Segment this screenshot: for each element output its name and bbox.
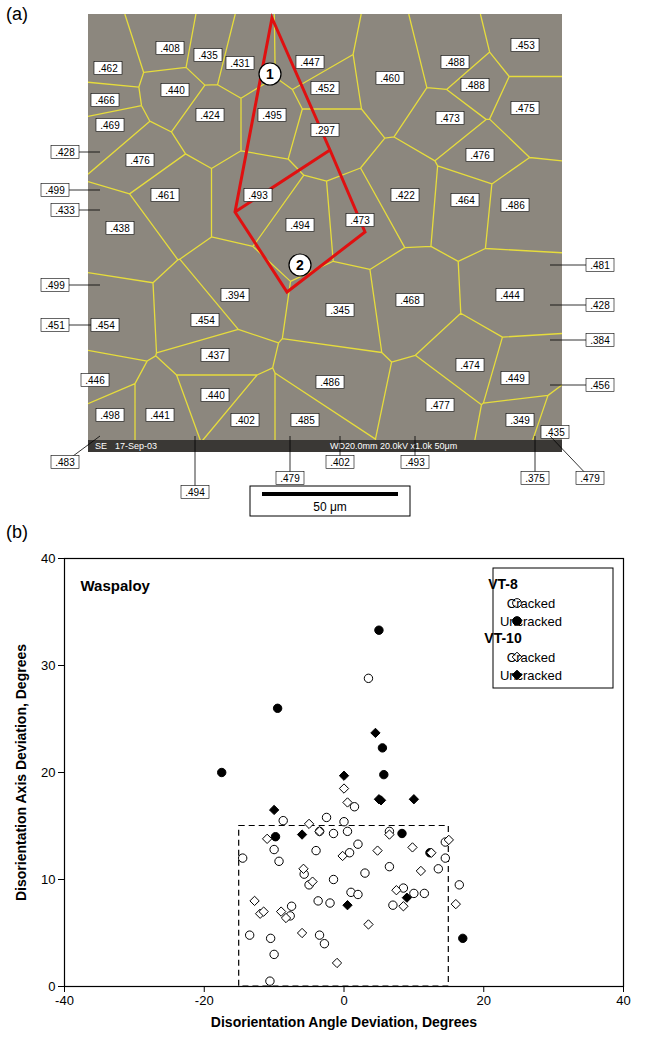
svg-text:.297: .297 [315,125,335,136]
svg-text:.476: .476 [130,155,150,166]
svg-text:Uncracked: Uncracked [500,614,562,629]
svg-text:10: 10 [41,872,55,887]
svg-text:.431: .431 [230,58,250,69]
svg-text:.444: .444 [500,290,520,301]
svg-text:.483: .483 [55,457,75,468]
svg-text:.464: .464 [455,195,475,206]
svg-text:.486: .486 [320,377,340,388]
svg-text:0: 0 [340,993,347,1008]
svg-text:Disorientation Angle Deviation: Disorientation Angle Deviation, Degrees [211,1014,478,1030]
svg-text:.460: .460 [380,73,400,84]
svg-text:.422: .422 [395,190,415,201]
svg-text:40: 40 [41,551,55,566]
svg-text:.451: .451 [45,320,65,331]
svg-text:.428: .428 [55,147,75,158]
svg-text:.375: .375 [525,473,545,484]
svg-text:.461: .461 [155,190,175,201]
svg-text:Waspaloy: Waspaloy [81,577,151,594]
svg-text:17-Sep-03: 17-Sep-03 [115,441,157,451]
svg-text:.435: .435 [545,427,565,438]
svg-text:.435: .435 [198,50,218,61]
svg-text:.345: .345 [330,305,350,316]
svg-text:.499: .499 [45,185,65,196]
svg-text:2: 2 [296,257,304,273]
svg-text:.477: .477 [430,400,450,411]
svg-text:.466: .466 [95,95,115,106]
svg-text:-20: -20 [195,993,214,1008]
svg-text:.473: .473 [440,113,460,124]
svg-text:.428: .428 [590,300,610,311]
svg-text:0: 0 [48,979,55,994]
html-text:(b): (b) [6,522,28,542]
svg-text:.394: .394 [225,290,245,301]
svg-text:.494: .494 [290,220,310,231]
svg-text:.384: .384 [590,335,610,346]
svg-text:.449: .449 [505,373,525,384]
svg-text:40: 40 [616,993,630,1008]
svg-text:30: 30 [41,658,55,673]
svg-text:.495: .495 [262,110,282,121]
svg-text:1: 1 [266,66,274,82]
svg-text:.493: .493 [248,190,268,201]
svg-text:.424: .424 [200,110,220,121]
svg-text:SE: SE [95,441,107,451]
svg-text:.349: .349 [510,415,530,426]
svg-text:.452: .452 [315,83,335,94]
svg-text:.440: .440 [205,390,225,401]
svg-text:Cracked: Cracked [507,596,555,611]
svg-text:(a): (a) [6,4,28,24]
svg-text:WD20.0mm 20.0kV x1.0k 50μm: WD20.0mm 20.0kV x1.0k 50μm [330,441,457,451]
svg-text:.493: .493 [405,457,425,468]
svg-text:.481: .481 [590,260,610,271]
svg-text:.474: .474 [460,360,480,371]
svg-text:VT-10: VT-10 [484,630,522,646]
svg-text:.408: .408 [160,43,180,54]
svg-text:.473: .473 [350,215,370,226]
svg-text:.454: .454 [195,315,215,326]
svg-text:.441: .441 [150,410,170,421]
svg-text:.494: .494 [185,487,205,498]
svg-text:Cracked: Cracked [507,650,555,665]
svg-text:20: 20 [477,993,491,1008]
svg-text:20: 20 [41,765,55,780]
svg-text:.454: .454 [95,320,115,331]
svg-text:Uncracked: Uncracked [500,668,562,683]
svg-text:.488: .488 [445,57,465,68]
svg-text:-40: -40 [55,993,74,1008]
svg-text:Disorientation Axis Deviation,: Disorientation Axis Deviation, Degrees [13,644,29,901]
svg-text:.468: .468 [400,295,420,306]
svg-text:.446: .446 [85,375,105,386]
svg-text:.486: .486 [505,200,525,211]
svg-text:VT-8: VT-8 [488,576,518,592]
svg-text:.476: .476 [470,150,490,161]
svg-text:.437: .437 [205,350,225,361]
svg-text:.402: .402 [235,415,255,426]
svg-text:.462: .462 [98,63,118,74]
svg-text:.499: .499 [45,280,65,291]
svg-text:.475: .475 [515,103,535,114]
svg-text:.485: .485 [295,415,315,426]
svg-text:.456: .456 [590,380,610,391]
svg-text:.469: .469 [100,120,120,131]
svg-text:.433: .433 [55,205,75,216]
svg-text:.479: .479 [580,473,600,484]
svg-text:.479: .479 [280,473,300,484]
svg-text:.438: .438 [110,223,130,234]
svg-text:.447: .447 [300,57,320,68]
svg-text:.498: .498 [100,410,120,421]
svg-text:.440: .440 [165,85,185,96]
svg-text:.453: .453 [515,40,535,51]
svg-text:.488: .488 [465,80,485,91]
svg-text:.402: .402 [330,457,350,468]
svg-text:50 μm: 50 μm [313,500,347,514]
